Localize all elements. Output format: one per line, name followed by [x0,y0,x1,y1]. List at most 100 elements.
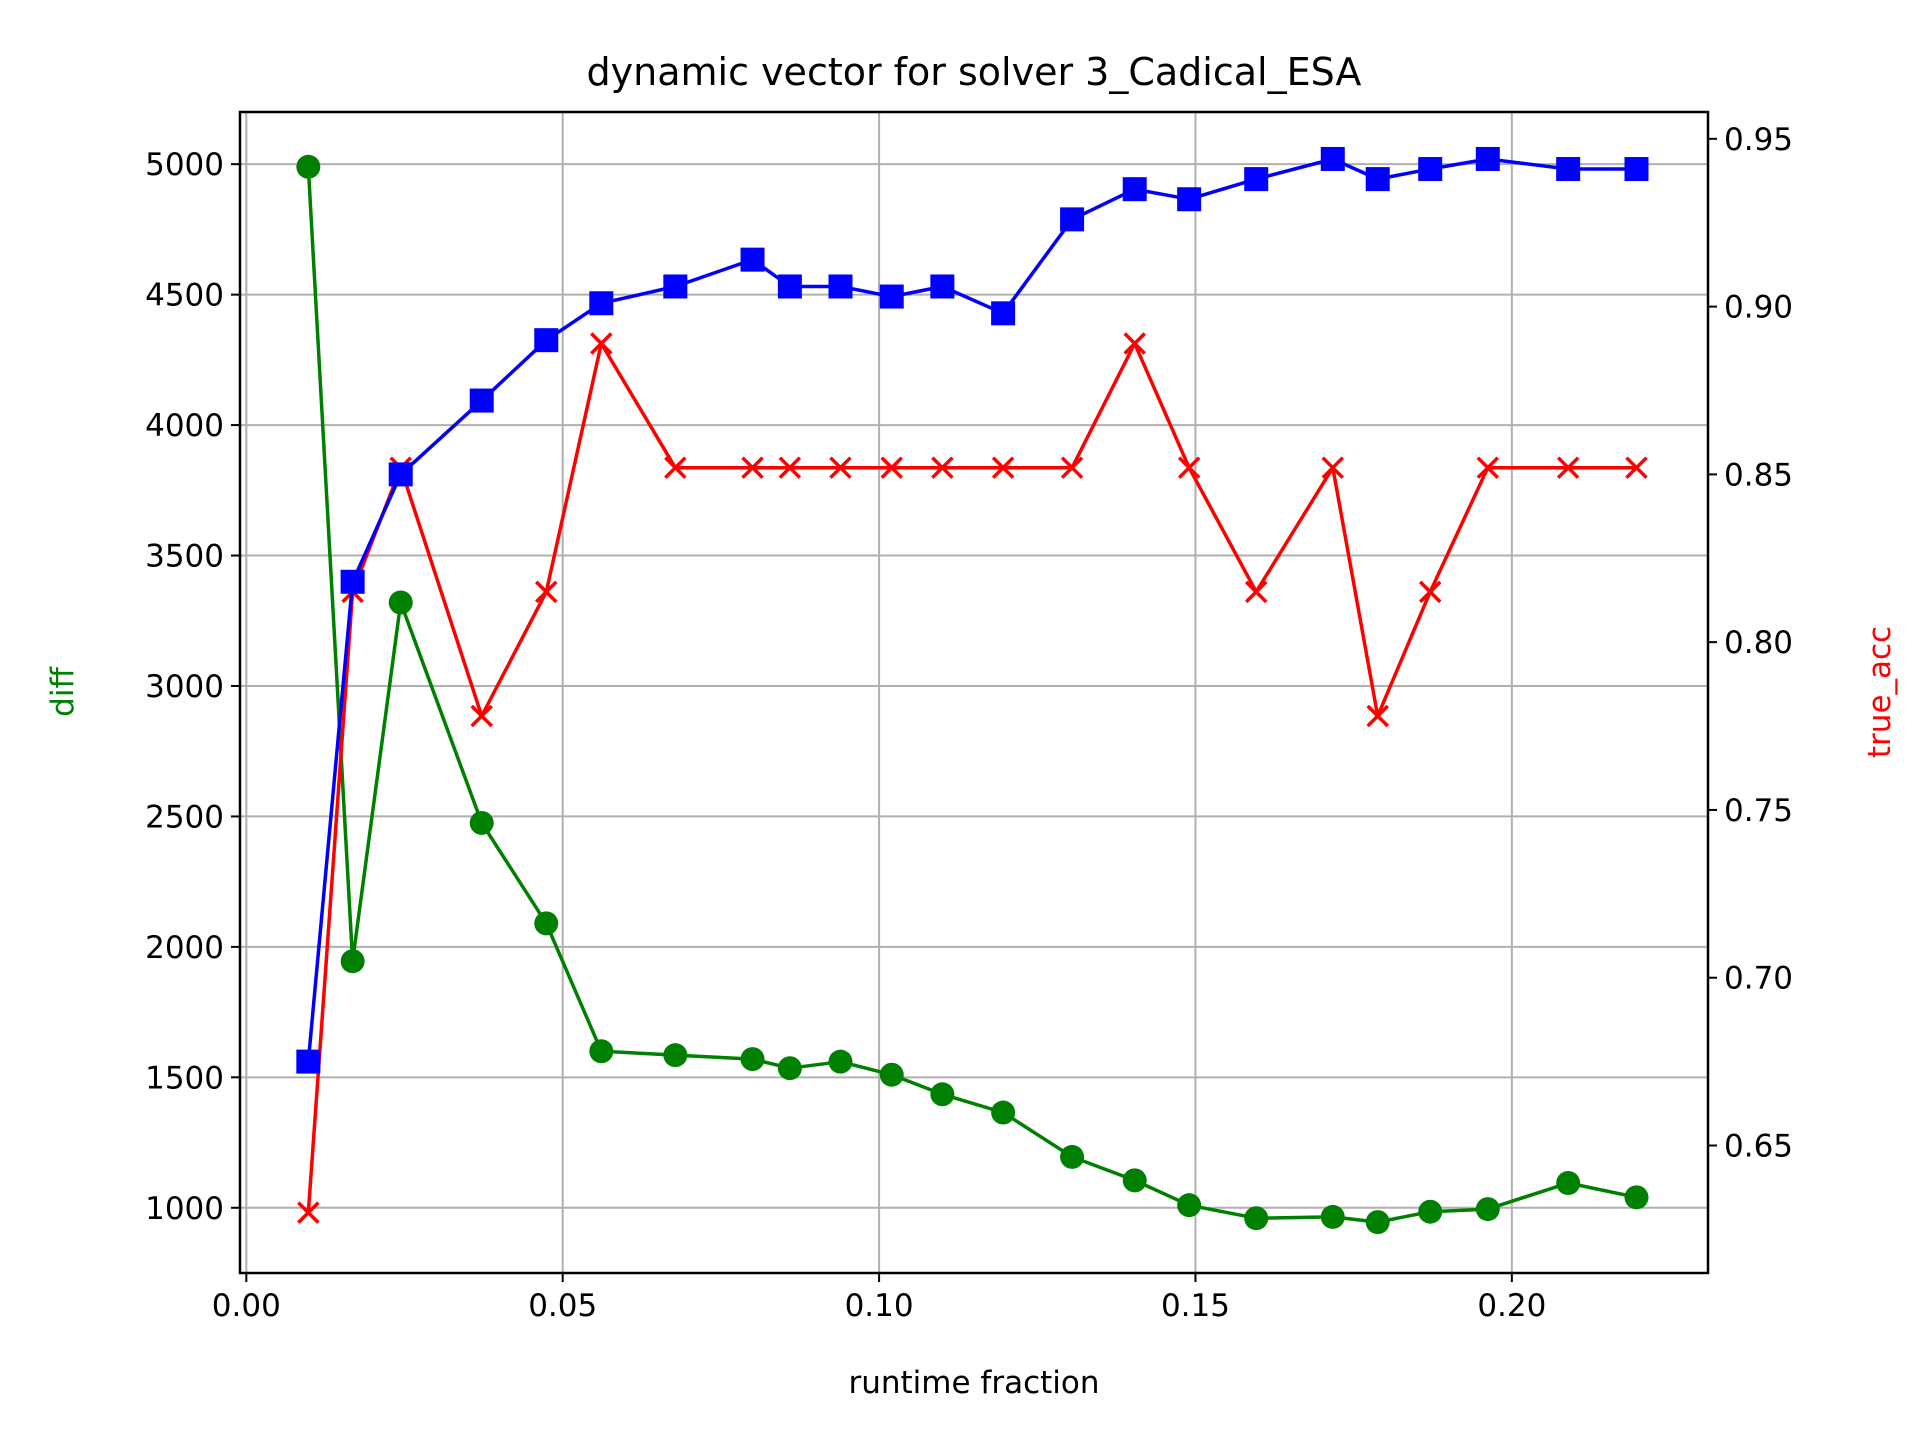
data-point [991,301,1016,326]
data-point [663,274,688,299]
y-left-tick-label: 5000 [145,147,224,183]
y-right-axis-label: true_acc [1862,626,1898,758]
data-point [991,1100,1016,1125]
data-point [1418,157,1443,182]
y-left-tick-label: 3000 [145,669,224,705]
data-point [930,1082,955,1107]
data-point [879,1062,904,1087]
data-point [296,154,321,179]
data-point [1624,157,1649,182]
data-point [1244,1206,1269,1231]
y-left-tick-label: 2000 [145,930,224,966]
data-point [778,456,802,479]
data-point [1122,177,1147,202]
data-point [829,456,852,479]
data-point [1060,1144,1085,1169]
data-point [534,328,559,353]
y-right-tick-label: 0.85 [1724,457,1793,493]
data-point [469,388,494,413]
y-left-tick-label: 2500 [145,799,224,835]
chart-title: dynamic vector for solver 3_Cadical_ESA [587,50,1362,94]
x-tick-label: 0.05 [528,1288,597,1324]
data-point [590,332,613,355]
data-point [1556,1170,1581,1195]
data-point [777,1056,802,1081]
data-point [880,456,903,479]
data-point [740,1047,765,1072]
y-left-tick-label: 1000 [145,1191,224,1227]
x-tick-label: 0.15 [1161,1288,1230,1324]
y-right-tick-label: 0.65 [1724,1128,1793,1164]
data-point [1366,704,1389,728]
data-point [388,462,413,487]
x-tick-label: 0.00 [212,1288,281,1324]
data-point [1321,456,1345,479]
data-point [1556,157,1581,182]
data-point [469,810,494,835]
data-point [664,456,687,479]
x-tick-label: 0.10 [845,1288,914,1324]
y-left-tick-label: 4000 [145,408,224,444]
data-point [879,284,904,309]
data-point [828,274,853,299]
data-point [388,590,413,615]
data-point [340,949,365,974]
data-point [340,569,365,594]
data-point [1123,332,1146,355]
y-left-axis-label: diff [45,667,81,717]
data-point [1418,1199,1443,1224]
series-x-2 [297,332,1648,1224]
data-point [1177,456,1201,479]
data-point [589,1039,614,1064]
data-point [1177,1193,1202,1218]
x-axis-label: runtime fraction [848,1365,1099,1401]
y-right-tick-label: 0.90 [1724,290,1793,326]
data-point [741,456,764,479]
data-point [1625,456,1648,479]
data-point [470,704,493,728]
data-point [931,456,954,479]
data-point [1476,456,1500,479]
data-point [589,291,614,316]
tick-layer: 0.00 0.05 0.10 0.15 0.20 1000 1500 2000 2500 3000… [145,122,1793,1324]
data-point [1177,187,1202,212]
data-point [1365,167,1390,192]
y-left-tick-label: 1500 [145,1060,224,1096]
y-left-tick-label: 3500 [145,539,224,575]
data-point [740,247,765,272]
data-point [1060,456,1084,479]
y-right-tick-label: 0.80 [1724,625,1793,661]
y-right-tick-label: 0.95 [1724,122,1793,158]
plot-frame [238,110,1710,1275]
data-point [1122,1168,1147,1193]
data-point [1475,146,1500,171]
series-square-1 [296,146,1649,1074]
data-point [1624,1185,1649,1210]
data-point [535,580,558,604]
y-left-tick-label: 4500 [145,278,224,314]
data-point [777,274,802,299]
data-point [1320,1204,1345,1229]
data-point [1418,580,1442,604]
data-point [296,1049,321,1074]
series-layer [296,146,1649,1235]
data-point [1556,456,1580,479]
data-point [1475,1197,1500,1222]
data-point [663,1043,688,1068]
data-point [534,911,559,936]
data-point [297,1201,320,1224]
data-point [991,456,1015,479]
data-point [1244,167,1269,192]
data-point [1244,580,1268,604]
series-circle-0 [296,154,1649,1235]
data-point [1365,1210,1390,1235]
data-point [930,274,955,299]
data-point [1060,207,1085,232]
y-right-tick-label: 0.70 [1724,961,1793,997]
y-right-tick-label: 0.75 [1724,793,1793,829]
data-point [828,1049,853,1074]
x-tick-label: 0.20 [1477,1288,1546,1324]
data-point [1320,146,1345,171]
